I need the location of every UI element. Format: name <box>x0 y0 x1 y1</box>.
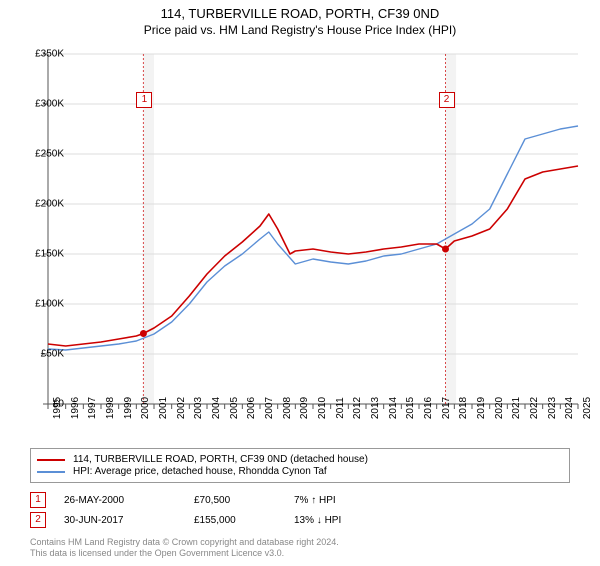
x-tick-label: 2023 <box>547 397 558 419</box>
sale-date: 30-JUN-2017 <box>64 515 194 526</box>
marker-label-1: 1 <box>136 92 152 108</box>
x-tick-label: 2002 <box>176 397 187 419</box>
sale-marker: 1 <box>30 492 46 508</box>
x-tick-label: 2000 <box>140 397 151 419</box>
y-tick-label: £350K <box>20 49 64 60</box>
x-tick-label: 1998 <box>105 397 116 419</box>
footer-line2: This data is licensed under the Open Gov… <box>30 548 339 560</box>
marker-label-2: 2 <box>439 92 455 108</box>
y-tick-label: £100K <box>20 299 64 310</box>
legend: 114, TURBERVILLE ROAD, PORTH, CF39 0ND (… <box>30 448 570 483</box>
x-tick-label: 2022 <box>529 397 540 419</box>
sale-price: £155,000 <box>194 515 294 526</box>
x-tick-label: 1997 <box>87 397 98 419</box>
x-tick-label: 2010 <box>317 397 328 419</box>
x-tick-label: 2020 <box>494 397 505 419</box>
legend-swatch <box>37 459 65 461</box>
footer-line1: Contains HM Land Registry data © Crown c… <box>30 537 339 549</box>
legend-label: 114, TURBERVILLE ROAD, PORTH, CF39 0ND (… <box>73 454 368 465</box>
chart-title: 114, TURBERVILLE ROAD, PORTH, CF39 0ND <box>0 6 600 21</box>
legend-item: 114, TURBERVILLE ROAD, PORTH, CF39 0ND (… <box>37 454 563 465</box>
x-tick-label: 2008 <box>282 397 293 419</box>
x-tick-label: 2005 <box>229 397 240 419</box>
x-tick-label: 2021 <box>511 397 522 419</box>
x-tick-label: 2013 <box>370 397 381 419</box>
sale-price: £70,500 <box>194 495 294 506</box>
x-tick-label: 2017 <box>441 397 452 419</box>
legend-swatch <box>37 471 65 473</box>
x-tick-label: 2016 <box>423 397 434 419</box>
chart-svg <box>48 54 578 404</box>
x-tick-label: 2018 <box>458 397 469 419</box>
x-tick-label: 2012 <box>352 397 363 419</box>
sale-date: 26-MAY-2000 <box>64 495 194 506</box>
x-tick-label: 2015 <box>405 397 416 419</box>
legend-label: HPI: Average price, detached house, Rhon… <box>73 466 327 477</box>
y-tick-label: £250K <box>20 149 64 160</box>
y-tick-label: £50K <box>20 349 64 360</box>
x-tick-label: 2003 <box>193 397 204 419</box>
chart-subtitle: Price paid vs. HM Land Registry's House … <box>0 23 600 37</box>
x-tick-label: 2009 <box>299 397 310 419</box>
x-tick-label: 2004 <box>211 397 222 419</box>
sale-diff: 13% ↓ HPI <box>294 515 374 526</box>
x-tick-label: 2001 <box>158 397 169 419</box>
y-tick-label: £150K <box>20 249 64 260</box>
footer: Contains HM Land Registry data © Crown c… <box>30 537 339 560</box>
x-tick-label: 2024 <box>564 397 575 419</box>
x-tick-label: 2019 <box>476 397 487 419</box>
x-tick-label: 2011 <box>335 397 346 419</box>
x-tick-label: 1995 <box>52 397 63 419</box>
chart-container: 114, TURBERVILLE ROAD, PORTH, CF39 0ND P… <box>0 6 600 566</box>
y-tick-label: £300K <box>20 99 64 110</box>
x-tick-label: 2025 <box>582 397 593 419</box>
x-tick-label: 2006 <box>246 397 257 419</box>
chart-area <box>48 54 578 404</box>
sale-diff: 7% ↑ HPI <box>294 495 374 506</box>
sale-marker: 2 <box>30 512 46 528</box>
sale-row: 2 30-JUN-2017£155,00013% ↓ HPI <box>30 512 374 528</box>
x-tick-label: 2014 <box>388 397 399 419</box>
x-tick-label: 2007 <box>264 397 275 419</box>
x-tick-label: 1999 <box>123 397 134 419</box>
legend-item: HPI: Average price, detached house, Rhon… <box>37 466 563 477</box>
x-tick-label: 1996 <box>70 397 81 419</box>
sale-row: 1 26-MAY-2000£70,5007% ↑ HPI <box>30 492 374 508</box>
y-tick-label: £200K <box>20 199 64 210</box>
